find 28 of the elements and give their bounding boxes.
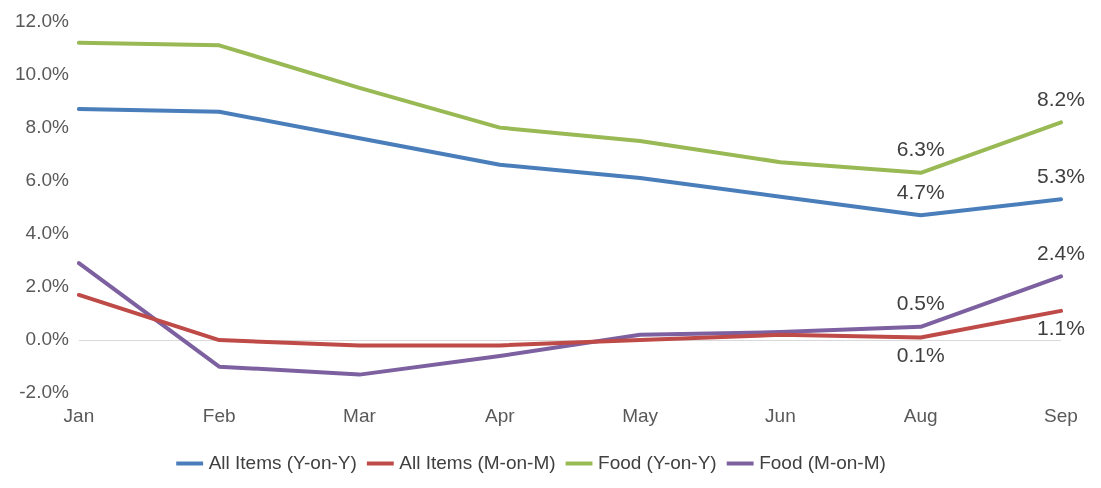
y-tick-label: 6.0% <box>25 168 69 190</box>
x-tick-label: Jun <box>765 404 796 426</box>
x-tick-label: Mar <box>343 404 377 426</box>
y-tick-label: -2.0% <box>19 381 69 403</box>
y-tick-label: 4.0% <box>25 222 69 244</box>
x-tick-label: Feb <box>202 404 236 426</box>
data-label: 5.3% <box>1037 163 1085 187</box>
legend-label: All Items (M-on-M) <box>399 451 556 473</box>
data-label: 8.2% <box>1037 86 1085 110</box>
y-tick-label: 0.0% <box>25 328 69 350</box>
data-label: 6.3% <box>896 137 945 161</box>
x-tick-label: Apr <box>485 404 516 426</box>
x-tick-label: May <box>622 404 659 426</box>
data-label: 1.1% <box>1037 316 1085 340</box>
legend-label: Food (Y-on-Y) <box>598 451 717 473</box>
y-tick-label: 10.0% <box>15 62 69 84</box>
x-tick-label: Aug <box>903 404 938 426</box>
x-tick-label: Jan <box>63 404 95 426</box>
y-tick-label: 8.0% <box>25 115 69 137</box>
y-tick-label: 2.0% <box>25 275 69 297</box>
data-label: 0.5% <box>896 291 945 315</box>
data-label: 4.7% <box>896 179 945 203</box>
legend-label: All Items (Y-on-Y) <box>208 451 357 473</box>
legend-label: Food (M-on-M) <box>759 451 886 473</box>
data-label: 0.1% <box>896 342 945 366</box>
y-tick-label: 12.0% <box>15 9 69 31</box>
x-tick-label: Sep <box>1044 404 1078 426</box>
data-label: 2.4% <box>1037 240 1085 264</box>
